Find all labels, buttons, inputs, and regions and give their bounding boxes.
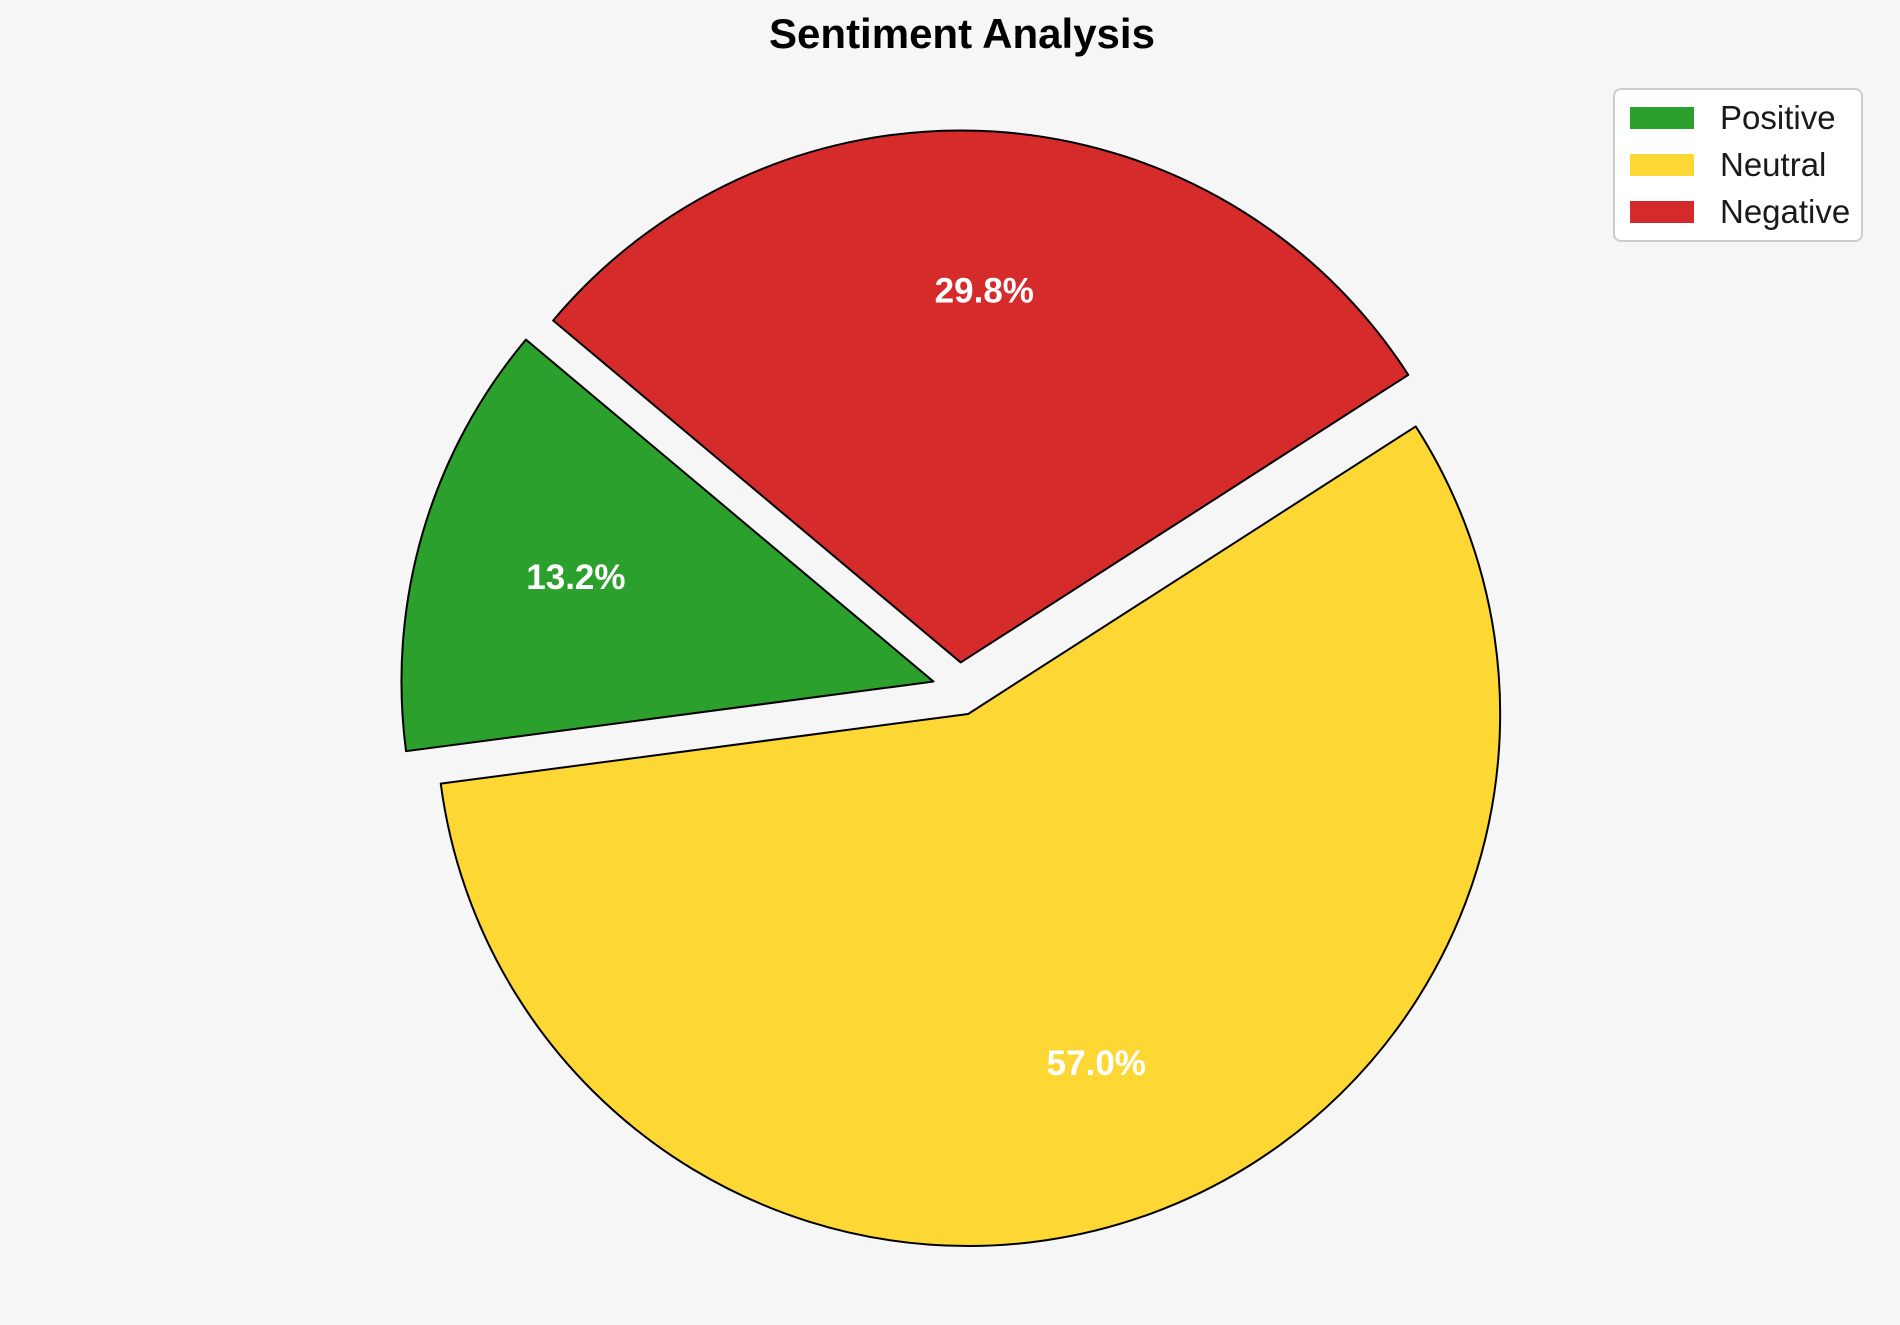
pie-pct-label-positive: 13.2% bbox=[526, 558, 625, 597]
pie-pct-label-neutral: 57.0% bbox=[1047, 1044, 1146, 1083]
legend-swatch-positive bbox=[1630, 107, 1694, 129]
legend-label-neutral: Neutral bbox=[1720, 146, 1827, 183]
pie-slice-positive bbox=[400, 338, 935, 753]
legend-item-neutral: Neutral bbox=[1630, 146, 1846, 184]
legend-swatch-negative bbox=[1630, 201, 1694, 223]
chart-title: Sentiment Analysis bbox=[769, 10, 1155, 57]
pie-slice-negative bbox=[552, 129, 1410, 664]
legend-item-positive: Positive bbox=[1630, 99, 1846, 137]
pie-slice-neutral bbox=[439, 425, 1502, 1247]
legend: Positive Neutral Negative bbox=[1613, 88, 1863, 242]
legend-swatch-neutral bbox=[1630, 154, 1694, 176]
legend-label-negative: Negative bbox=[1720, 193, 1851, 230]
legend-item-negative: Negative bbox=[1630, 193, 1850, 231]
pie-pct-label-negative: 29.8% bbox=[935, 271, 1034, 310]
legend-label-positive: Positive bbox=[1720, 99, 1836, 136]
